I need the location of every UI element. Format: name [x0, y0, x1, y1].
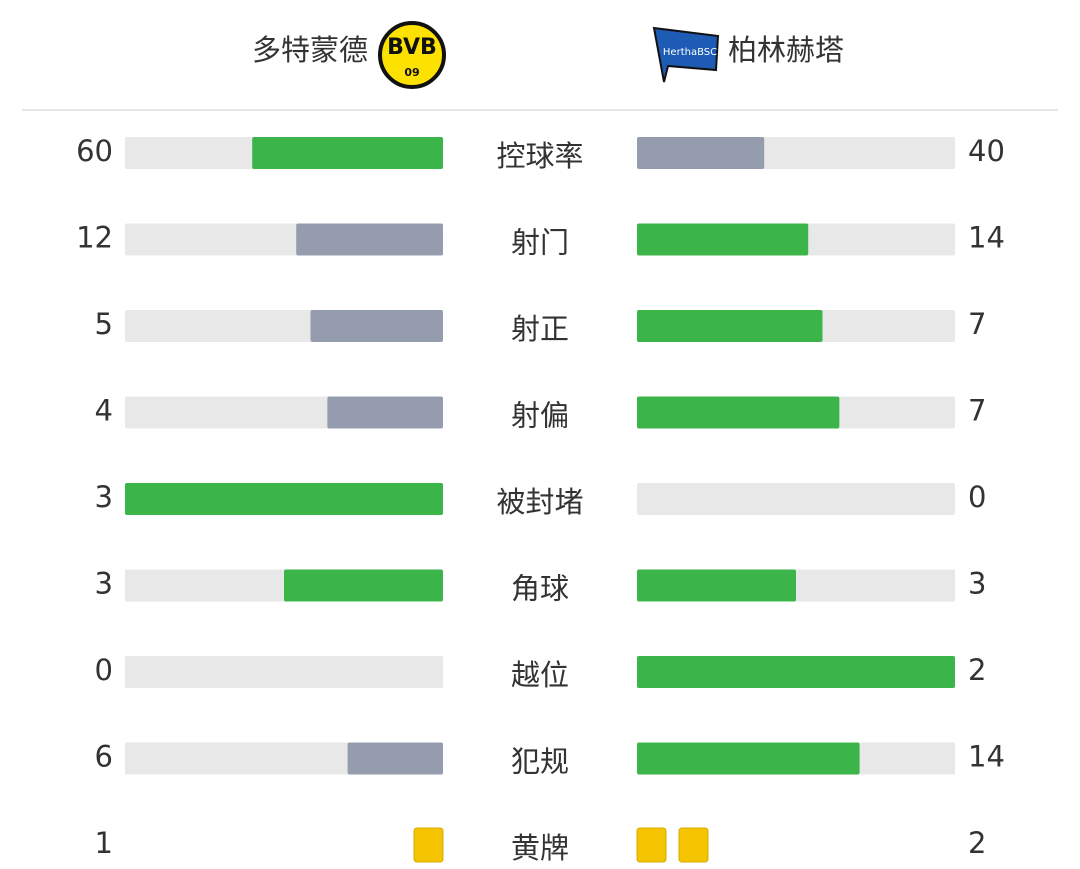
home-value: 5 [95, 307, 113, 341]
home-bar [252, 137, 443, 169]
home-bar [327, 396, 443, 429]
home-logo: BVB 09 [378, 21, 446, 89]
yellow-card [678, 827, 709, 863]
stat-label: 射门 [511, 226, 569, 260]
home-logo-year: 09 [404, 66, 419, 79]
away-bar [637, 137, 765, 169]
away-value: 0 [968, 480, 986, 514]
home-bar [284, 569, 443, 602]
away-value: 2 [968, 653, 986, 687]
stat-label: 被封堵 [496, 485, 583, 519]
home-value: 3 [95, 567, 113, 601]
away-value: 14 [968, 740, 1005, 774]
away-logo: HerthaBSC [652, 26, 720, 83]
away-bar [637, 569, 796, 602]
away-value: 2 [968, 826, 986, 860]
home-value: 0 [95, 653, 113, 687]
away-bar [637, 742, 860, 775]
away-value: 40 [968, 134, 1005, 168]
away-value: 7 [968, 394, 986, 428]
away-bar [637, 310, 823, 342]
home-bar [347, 742, 443, 775]
away-logo-text: HerthaBSC [663, 47, 717, 58]
stat-label: 射偏 [511, 399, 569, 433]
away-logo-flag [652, 26, 720, 83]
yellow-card [636, 827, 667, 863]
home-value: 1 [95, 826, 113, 860]
home-value: 60 [76, 134, 113, 168]
away-value: 14 [968, 221, 1005, 255]
home-bar [310, 310, 443, 342]
stat-label: 角球 [511, 572, 569, 606]
yellow-card [413, 827, 444, 863]
home-team-name: 多特蒙德 [252, 33, 368, 67]
stat-label: 黄牌 [511, 831, 569, 865]
stat-label: 犯规 [511, 745, 569, 779]
home-logo-text: BVB [387, 35, 437, 60]
away-track [637, 483, 955, 515]
away-bar [637, 223, 809, 256]
home-value: 6 [95, 740, 113, 774]
away-value: 3 [968, 567, 986, 601]
away-team-name: 柏林赫塔 [728, 33, 844, 67]
home-logo-badge [378, 21, 446, 89]
away-bar [637, 656, 955, 688]
home-bar [296, 223, 443, 256]
stat-label: 控球率 [496, 139, 583, 173]
away-bar [637, 396, 840, 429]
away-value: 7 [968, 307, 986, 341]
home-value: 4 [95, 394, 113, 428]
home-value: 3 [95, 480, 113, 514]
stat-label: 射正 [511, 312, 569, 346]
home-track [125, 656, 443, 688]
home-bar [125, 483, 443, 515]
stat-label: 越位 [511, 658, 569, 692]
home-value: 12 [76, 221, 113, 255]
